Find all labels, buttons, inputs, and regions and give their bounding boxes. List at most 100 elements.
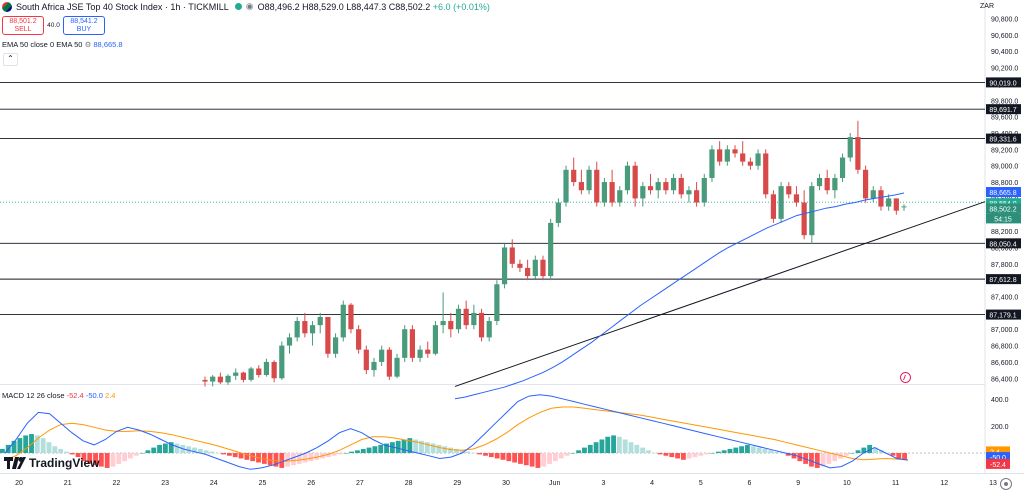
macd-value-tag [986, 458, 1010, 469]
candle-body [471, 312, 477, 326]
y-tick-label: 88,000.0 [991, 245, 1018, 252]
macd-hist-bar [203, 450, 209, 454]
alert-icon[interactable] [900, 372, 911, 383]
macd-hist-bar [436, 444, 442, 454]
candle-body [740, 153, 746, 162]
macd-hist-bar [873, 447, 878, 454]
macd-hist-bar [93, 453, 98, 466]
candle-body [379, 349, 385, 362]
y-tick-label: 90,800.0 [991, 17, 1018, 24]
candle-body [609, 182, 615, 203]
candle [847, 133, 853, 162]
candle [801, 190, 807, 240]
candle [809, 182, 815, 244]
candle [371, 357, 377, 377]
sell-button[interactable]: 88,501.2 SELL [2, 16, 44, 35]
candle-body [525, 267, 531, 277]
candle-body [763, 153, 769, 195]
level-price-tag [986, 104, 1021, 115]
candle [417, 345, 423, 362]
macd-hist-bar [227, 453, 232, 456]
macd-hist-bar [215, 453, 221, 454]
level-price-tag [986, 133, 1021, 144]
macd-hist-bar [104, 453, 110, 468]
macd-hist-bar [849, 453, 855, 454]
macd-hist-bar [465, 451, 471, 454]
macd-tick-label: 400.0 [991, 397, 1009, 404]
candle [586, 165, 592, 195]
candle [471, 304, 477, 330]
macd-hist-bar [774, 451, 779, 454]
macd-hist-bar [343, 453, 349, 454]
x-tick-label: 5 [699, 480, 703, 487]
candle-body [371, 361, 377, 371]
candle-body [878, 190, 884, 207]
macd-hist-bar [430, 443, 436, 454]
level-price-label: 88,050.4 [989, 241, 1016, 248]
macd-hist-bar [232, 453, 238, 458]
macd-legend[interactable]: MACD 12 26 close -52.4 -50.0 2.4 [2, 391, 116, 400]
settings-icon: ⚙ [84, 40, 92, 49]
macd-hist-bar [843, 453, 849, 456]
macd-hist-bar [145, 450, 151, 454]
y-tick-label: 87,400.0 [991, 295, 1018, 302]
collapse-legend-button[interactable]: ⌃ [3, 53, 18, 66]
y-tick-label: 89,800.0 [991, 98, 1018, 105]
macd-hist-bar [250, 453, 256, 462]
candle-body [709, 149, 715, 178]
macd-hist-bar [861, 447, 867, 454]
macd-hist-bar [855, 450, 861, 454]
last-price-tag-label: 88,502.2 [989, 206, 1016, 213]
candle-body [501, 247, 508, 285]
macd-signal-line [4, 406, 909, 462]
macd-hist-bar [0, 448, 5, 454]
candle-body [486, 321, 492, 338]
candle-body [686, 190, 692, 195]
macd-hist-bar [570, 453, 576, 454]
chart-settings-icon[interactable] [1000, 478, 1012, 490]
candle-body [432, 325, 439, 354]
macd-hist-bar [75, 453, 81, 458]
x-tick-label: 11 [892, 480, 899, 487]
visibility-icon[interactable]: ◉ [245, 1, 254, 11]
candle-body [517, 263, 523, 268]
candle-body [847, 137, 853, 158]
macd-hist-bar [11, 440, 17, 454]
macd-hist-bar [296, 453, 302, 464]
candle-body [317, 316, 323, 326]
candle [425, 341, 431, 358]
candle [686, 186, 692, 203]
sell-label: SELL [14, 26, 32, 33]
candle [263, 358, 270, 377]
candle [432, 321, 439, 356]
macd-hist-bar [593, 442, 599, 454]
macd-hist-bar [715, 451, 721, 454]
candle [501, 243, 508, 289]
macd-hist-bar [459, 450, 465, 454]
candle [279, 341, 285, 380]
macd-hist-bar [681, 453, 686, 460]
macd-hist-bar [384, 443, 389, 454]
level-price-tag [986, 274, 1021, 285]
buy-button[interactable]: 88,541.2 BUY [63, 16, 105, 35]
last-price-tag [986, 203, 1021, 214]
x-tick-label: Jun [549, 480, 560, 487]
candle-body [402, 329, 408, 358]
level-price-label: 90,019.0 [989, 80, 1016, 87]
candle-body [724, 149, 730, 162]
y-tick-label: 88,800.0 [991, 180, 1018, 187]
candle [217, 372, 223, 384]
macd-hist-bar [582, 447, 587, 454]
candle-body [240, 372, 247, 380]
symbol-title[interactable]: South Africa JSE Top 40 Stock Index · 1h… [16, 1, 229, 12]
macd-hist-bar [663, 453, 669, 456]
currency-label: ZAR [980, 3, 994, 10]
ema-legend[interactable]: EMA 50 close 0 EMA 50 ⚙ 88,665.8 [2, 40, 123, 49]
y-tick-label: 86,800.0 [991, 344, 1018, 351]
candle [755, 149, 761, 170]
tradingview-icon [4, 457, 26, 469]
y-tick-label: 90,600.0 [991, 33, 1018, 40]
x-tick-label: 6 [748, 480, 752, 487]
candle [340, 300, 346, 342]
